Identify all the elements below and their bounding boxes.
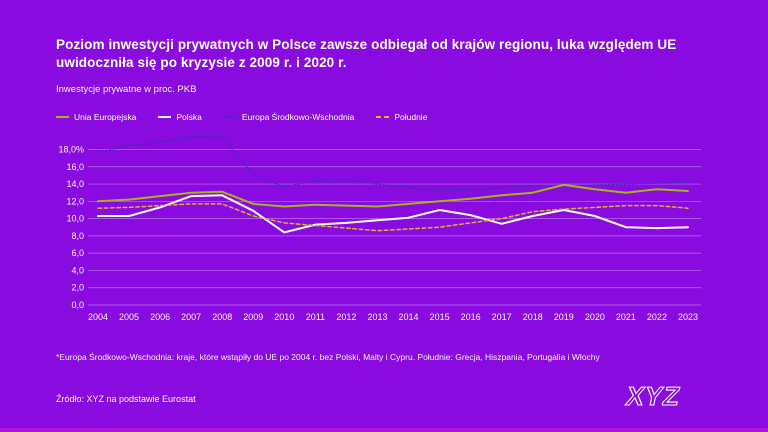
bottom-accent-bar [0,428,768,432]
series-line-polska [97,194,689,234]
y-tick-label: 8,0 [71,231,84,241]
solid-line-marker-icon [56,116,69,118]
series-line-poludnie [97,203,689,232]
x-tick-label: 2018 [523,312,543,322]
legend: Unia Europejska Polska Europa Środkowo-Wsc… [56,112,427,122]
x-tick-label: 2009 [243,312,263,322]
series-line-unia-europejska [97,183,689,208]
x-tick-label: 2012 [336,312,356,322]
x-tick-label: 2017 [492,312,512,322]
legend-item-poludnie[interactable]: Południe [376,112,427,122]
legend-label: Polska [176,112,202,122]
x-tick-label: 2015 [430,312,450,322]
y-tick-label: 0,0 [71,300,84,310]
dotted-line-marker-icon [223,116,237,118]
y-tick-label: 4,0 [71,265,84,275]
x-tick-label: 2023 [678,312,698,322]
x-tick-label: 2007 [181,312,201,322]
y-tick-label: 18,0% [58,144,84,154]
source-text: Źródło: XYZ na podstawie Eurostat [56,394,196,404]
y-tick-label: 10,0 [66,214,84,224]
legend-item-polska[interactable]: Polska [158,112,202,122]
solid-line-marker-icon [158,116,172,118]
y-tick-label: 6,0 [71,248,84,258]
y-tick-label: 2,0 [71,283,84,293]
legend-label: Unia Europejska [74,112,137,122]
x-tick-label: 2004 [88,312,108,322]
legend-item-unia-europejska[interactable]: Unia Europejska [56,112,136,122]
logo-text: XYZ [624,381,684,411]
legend-label: Europa Środkowo-Wschodnia [241,112,355,122]
x-tick-label: 2019 [554,312,574,322]
x-tick-label: 2016 [461,312,481,322]
y-tick-label: 14,0 [66,179,84,189]
x-tick-label: 2020 [585,312,605,322]
xyz-logo-icon: XYZ [623,381,684,411]
legend-item-europa-srodkowo-wschodnia[interactable]: Europa Środkowo-Wschodnia [223,112,355,122]
x-tick-label: 2021 [616,312,636,322]
x-tick-label: 2022 [647,312,667,322]
y-tick-label: 12,0 [66,196,84,206]
x-tick-label: 2008 [212,312,232,322]
footnote: *Europa Środkowo-Wschodnia: kraje, które… [56,352,600,362]
x-tick-label: 2011 [306,312,325,322]
x-tick-label: 2005 [119,312,139,322]
y-tick-label: 16,0 [66,162,84,172]
series-line-europa-srodkowo-wschodnia [97,135,689,192]
legend-label: Południe [394,112,428,122]
page-title: Poziom inwestycji prywatnych w Polsce za… [56,37,677,71]
x-tick-label: 2014 [399,312,419,322]
x-tick-label: 2010 [274,312,294,322]
x-tick-label: 2006 [150,312,170,322]
x-tick-label: 2013 [367,312,387,322]
dashed-line-marker-icon [376,116,390,118]
chart-subtitle: Inwestycje prywatne w proc. PKB [56,84,197,95]
